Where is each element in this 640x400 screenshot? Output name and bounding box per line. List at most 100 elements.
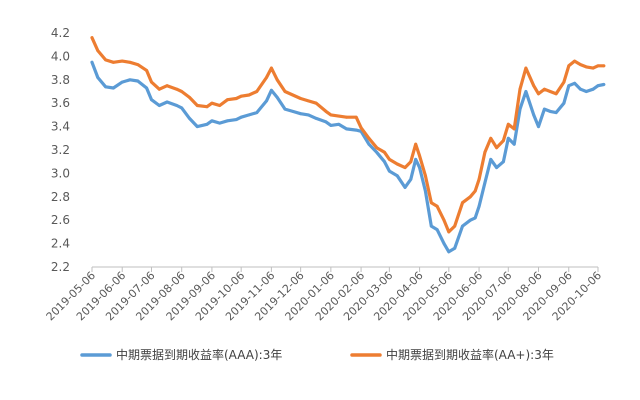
data-point xyxy=(584,90,588,93)
data-point xyxy=(512,127,516,131)
series-line-2 xyxy=(90,36,606,234)
data-point xyxy=(573,81,576,85)
data-point xyxy=(424,189,427,193)
data-point xyxy=(489,158,493,161)
data-point xyxy=(299,97,302,100)
data-point xyxy=(128,78,132,82)
data-point xyxy=(429,201,433,205)
data-point xyxy=(283,107,287,111)
data-point xyxy=(337,114,341,118)
data-point xyxy=(375,146,379,150)
data-point xyxy=(573,59,576,63)
data-point xyxy=(345,127,348,131)
data-point xyxy=(180,90,184,93)
data-point xyxy=(435,228,439,232)
data-point xyxy=(239,94,243,98)
data-point xyxy=(502,160,505,164)
data-point xyxy=(354,128,358,132)
data-point xyxy=(447,230,451,234)
data-point xyxy=(414,142,418,146)
data-point xyxy=(477,177,481,181)
data-point xyxy=(265,76,268,79)
data-point xyxy=(429,224,433,228)
data-point xyxy=(418,154,421,158)
data-point xyxy=(483,181,487,185)
data-point xyxy=(584,65,588,69)
data-point xyxy=(112,86,115,90)
y-tick-label: 2.6 xyxy=(51,213,70,227)
y-tick-label: 3.4 xyxy=(51,120,70,134)
data-point xyxy=(234,118,238,121)
data-point xyxy=(367,142,371,146)
data-point xyxy=(518,107,522,111)
data-point xyxy=(329,124,333,127)
data-point xyxy=(255,111,259,114)
data-point xyxy=(307,99,310,103)
data-point xyxy=(524,90,528,93)
data-point xyxy=(518,87,522,91)
data-point xyxy=(195,104,199,107)
data-point xyxy=(307,113,310,117)
data-point xyxy=(403,166,407,170)
data-point xyxy=(324,120,328,124)
data-point xyxy=(226,98,229,102)
data-point xyxy=(255,90,259,93)
data-point xyxy=(468,218,472,222)
data-point xyxy=(512,142,516,146)
data-point xyxy=(548,110,552,113)
data-point xyxy=(495,146,498,150)
y-tick-label: 2.2 xyxy=(51,260,70,274)
data-point xyxy=(234,97,238,100)
data-point xyxy=(477,204,481,208)
data-point xyxy=(596,84,600,88)
data-point xyxy=(495,166,498,170)
data-point xyxy=(150,98,153,102)
data-point xyxy=(314,101,318,105)
data-point xyxy=(468,195,472,199)
data-point xyxy=(188,96,191,99)
data-point xyxy=(367,136,371,140)
data-point xyxy=(414,158,418,161)
data-point xyxy=(383,160,386,164)
data-point xyxy=(150,80,153,84)
data-point xyxy=(275,96,279,99)
data-point xyxy=(359,126,363,130)
data-point xyxy=(90,60,94,64)
data-point xyxy=(409,160,413,164)
data-point xyxy=(157,104,161,107)
data-point xyxy=(218,104,222,107)
data-point xyxy=(524,66,528,70)
data-point xyxy=(403,186,407,189)
data-point xyxy=(537,125,540,128)
data-point xyxy=(532,84,536,88)
data-point xyxy=(424,174,427,178)
data-point xyxy=(473,189,477,193)
data-point xyxy=(442,218,446,222)
data-point xyxy=(483,150,487,154)
data-point xyxy=(453,224,457,228)
data-point xyxy=(175,104,179,107)
data-point xyxy=(383,150,386,154)
data-point xyxy=(270,66,273,70)
data-point xyxy=(128,60,132,64)
y-tick-label: 3.2 xyxy=(51,143,70,157)
data-point xyxy=(596,64,600,68)
data-point xyxy=(324,110,328,113)
data-point xyxy=(314,117,318,120)
data-point xyxy=(579,63,582,66)
data-point xyxy=(291,110,295,113)
data-point xyxy=(265,99,268,103)
legend-label-1: 中期票据到期收益率(AAA):3年 xyxy=(116,347,282,362)
data-point xyxy=(532,113,536,117)
data-point xyxy=(218,121,222,125)
data-point xyxy=(165,84,169,88)
data-point xyxy=(591,66,595,70)
data-point xyxy=(418,166,421,170)
data-point xyxy=(104,85,107,89)
data-point xyxy=(447,250,451,254)
y-tick-label: 4.2 xyxy=(51,26,70,40)
data-point xyxy=(543,87,546,91)
data-point xyxy=(537,92,540,96)
data-point xyxy=(291,93,295,97)
